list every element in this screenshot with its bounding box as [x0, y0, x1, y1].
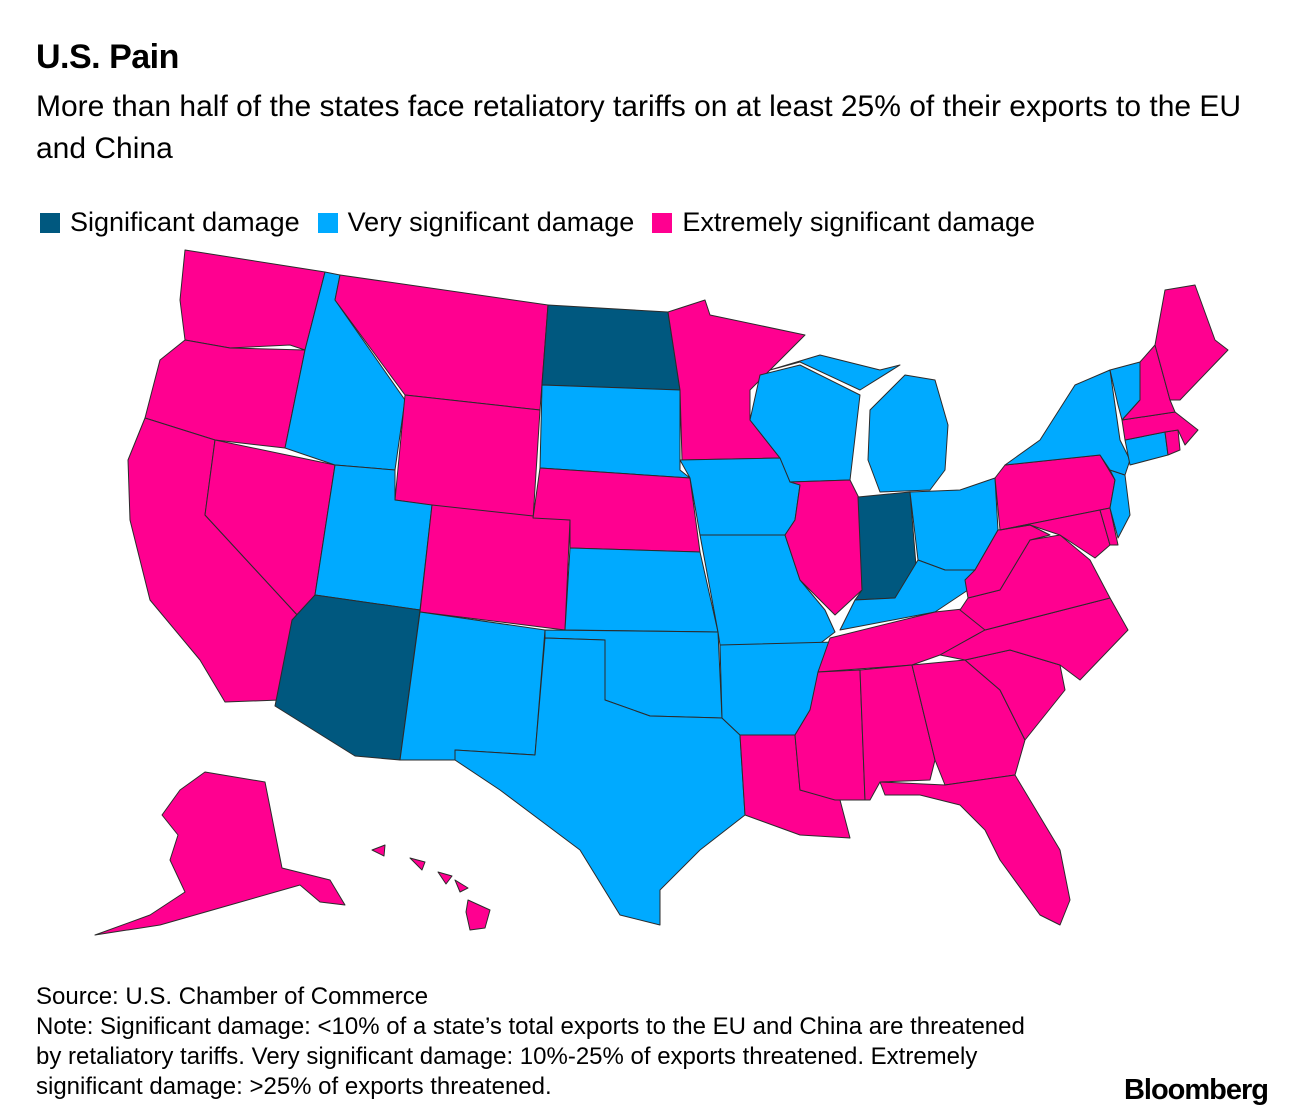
- state-wy[interactable]: [394, 394, 541, 521]
- state-ks[interactable]: [564, 547, 719, 633]
- chart-title: U.S. Pain: [36, 38, 179, 76]
- legend-label-very: Very significant damage: [347, 207, 635, 237]
- state-sd[interactable]: [539, 384, 691, 479]
- state-ny[interactable]: [1004, 369, 1131, 476]
- legend-label-significant: Significant damage: [70, 207, 300, 237]
- state-fl[interactable]: [879, 774, 1071, 926]
- state-co[interactable]: [419, 504, 571, 631]
- legend-swatch-extreme: [652, 212, 673, 233]
- state-ma[interactable]: [1121, 411, 1199, 446]
- legend: Significant damage Very significant dama…: [40, 207, 1053, 238]
- state-de[interactable]: [1099, 507, 1119, 546]
- legend-item-significant: Significant damage: [40, 207, 300, 238]
- us-map: [94, 249, 1229, 936]
- bloomberg-logo: Bloomberg: [1123, 1074, 1269, 1106]
- state-il[interactable]: [784, 479, 863, 616]
- state-mi[interactable]: [769, 354, 949, 493]
- footer: Source: U.S. Chamber of Commerce Note: S…: [36, 982, 1036, 1102]
- legend-item-very: Very significant damage: [317, 207, 635, 238]
- legend-swatch-significant: [40, 212, 60, 233]
- state-tx[interactable]: [454, 637, 746, 926]
- state-nd[interactable]: [541, 304, 681, 391]
- state-me[interactable]: [1154, 284, 1229, 401]
- state-hi[interactable]: [371, 844, 491, 931]
- legend-label-extreme: Extremely significant damage: [682, 207, 1035, 237]
- legend-item-extreme: Extremely significant damage: [652, 207, 1035, 238]
- state-ia[interactable]: [679, 457, 801, 536]
- state-nm[interactable]: [399, 611, 546, 761]
- state-ri[interactable]: [1164, 429, 1181, 456]
- source-text: Source: U.S. Chamber of Commerce: [36, 983, 429, 1010]
- state-az[interactable]: [274, 594, 421, 761]
- state-or[interactable]: [144, 339, 306, 449]
- note-text: Note: Significant damage: <10% of a stat…: [36, 1013, 1025, 1100]
- legend-swatch-very: [317, 212, 338, 233]
- state-ak[interactable]: [94, 771, 346, 936]
- state-wa[interactable]: [179, 249, 326, 351]
- chart-subtitle: More than half of the states face retali…: [36, 90, 1242, 165]
- state-mn[interactable]: [667, 299, 806, 461]
